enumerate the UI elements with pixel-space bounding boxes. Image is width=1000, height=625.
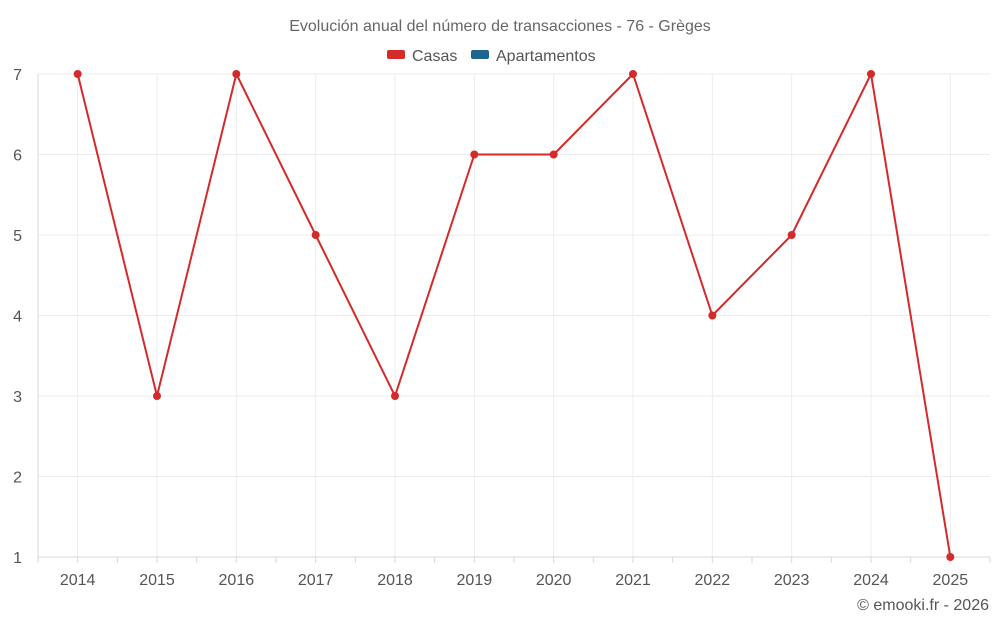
series-layer [73,70,955,561]
data-point[interactable] [549,150,558,159]
legend-label-casas[interactable]: Casas [412,48,457,65]
x-tick-label: 2019 [457,572,493,589]
series-line-casas [76,73,952,558]
y-tick-label: 2 [13,470,22,487]
x-tick-label: 2022 [695,572,731,589]
x-tick-label: 2014 [60,572,96,589]
x-tick-label: 2018 [377,572,413,589]
legend: Casas Apartamentos [387,48,596,65]
data-point[interactable] [391,392,399,400]
y-tick-label: 3 [13,389,22,406]
x-tick-label: 2025 [933,572,969,589]
x-tick-label: 2024 [853,572,889,589]
y-tick-label: 7 [13,67,22,84]
x-tick-label: 2017 [298,572,334,589]
chart-title: Evolución anual del número de transaccio… [289,18,711,35]
grid [38,73,990,557]
x-tick-label: 2023 [774,572,810,589]
axes: 1 2 3 4 5 6 7 2014 2015 2016 2017 2018 2019 2020 2021 2… [13,67,991,589]
y-tick-label: 5 [13,228,22,245]
data-point[interactable] [232,70,241,78]
data-point[interactable] [787,231,796,239]
x-tick-label: 2020 [536,572,572,589]
legend-label-apartamentos[interactable]: Apartamentos [496,48,596,65]
data-point[interactable] [629,70,637,78]
credit-text: © emooki.fr - 2026 [857,597,989,614]
data-point[interactable] [311,231,320,239]
x-tick-label: 2021 [615,572,651,589]
y-tick-label: 1 [13,550,22,567]
y-tick-label: 4 [13,309,22,326]
x-tick-label: 2016 [219,572,255,589]
legend-swatch-apartamentos[interactable] [471,50,489,59]
data-point[interactable] [153,392,161,400]
data-point[interactable] [470,150,479,159]
data-point[interactable] [867,70,875,78]
data-point[interactable] [73,70,82,78]
x-tick-label: 2015 [139,572,175,589]
y-tick-label: 6 [13,148,22,165]
legend-swatch-casas[interactable] [387,50,405,59]
data-point[interactable] [946,553,955,561]
data-point[interactable] [708,311,717,320]
